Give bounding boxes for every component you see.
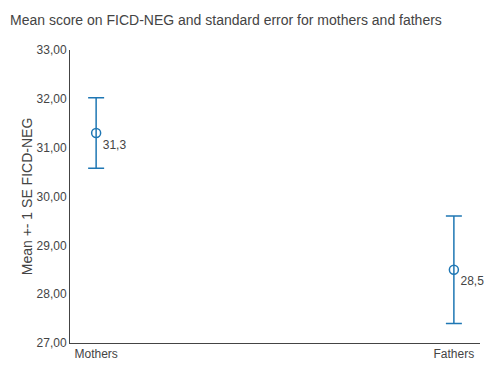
svg-text:29,00: 29,00: [37, 239, 67, 253]
svg-text:Mothers: Mothers: [74, 347, 117, 361]
svg-text:30,00: 30,00: [37, 190, 67, 204]
svg-text:Mean score on FICD-NEG and sta: Mean score on FICD-NEG and standard erro…: [10, 12, 442, 28]
svg-text:28,5: 28,5: [461, 274, 485, 288]
svg-text:33,00: 33,00: [37, 43, 67, 57]
svg-text:27,00: 27,00: [37, 336, 67, 350]
svg-text:32,00: 32,00: [37, 92, 67, 106]
svg-text:31,00: 31,00: [37, 141, 67, 155]
svg-text:Mean +- 1 SE FICD-NEG: Mean +- 1 SE FICD-NEG: [19, 118, 35, 276]
svg-text:31,3: 31,3: [103, 138, 127, 152]
svg-text:28,00: 28,00: [37, 287, 67, 301]
svg-text:Fathers: Fathers: [434, 347, 475, 361]
